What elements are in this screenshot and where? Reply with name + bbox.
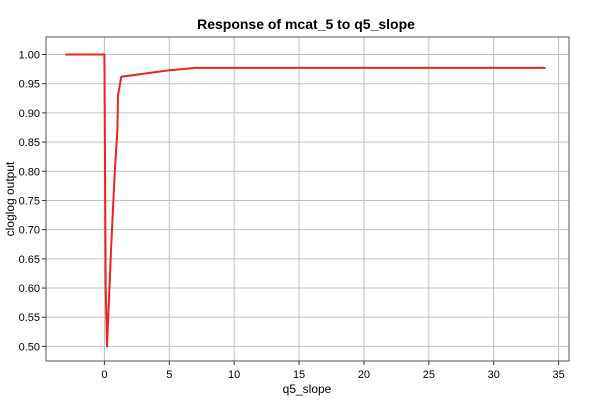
x-tick-label: 25 — [423, 369, 435, 381]
x-tick-label: 30 — [488, 369, 500, 381]
series-layer — [65, 53, 546, 348]
y-tick-label: 0.75 — [19, 195, 40, 207]
y-tick-label: 0.60 — [19, 283, 40, 295]
chart-title: Response of mcat_5 to q5_slope — [197, 16, 415, 32]
y-tick-label: 0.90 — [19, 108, 40, 120]
y-tick-label: 0.55 — [19, 312, 40, 324]
grid — [46, 37, 569, 361]
series-line — [65, 53, 546, 348]
y-axis-label: cloglog output — [3, 161, 17, 236]
y-tick-label: 0.50 — [19, 341, 40, 353]
x-tick-label: 0 — [101, 369, 107, 381]
x-axis-label: q5_slope — [283, 382, 332, 396]
x-tick-label: 35 — [552, 369, 564, 381]
y-tick-label: 0.95 — [19, 79, 40, 91]
y-axis: 0.50 0.55 0.60 0.65 0.70 0.75 0.80 0.85 0.90 0.95… — [19, 50, 46, 353]
x-tick-label: 5 — [166, 369, 172, 381]
y-tick-label: 0.70 — [19, 225, 40, 237]
x-axis: 0 5 10 15 20 25 30 35 — [101, 361, 565, 381]
x-tick-label: 15 — [293, 369, 305, 381]
y-tick-label: 0.85 — [19, 137, 40, 149]
y-tick-label: 1.00 — [19, 50, 40, 62]
y-tick-label: 0.65 — [19, 254, 40, 266]
plot-frame — [45, 36, 570, 362]
y-tick-label: 0.80 — [19, 166, 40, 178]
x-tick-label: 10 — [228, 369, 240, 381]
x-tick-label: 20 — [358, 369, 370, 381]
